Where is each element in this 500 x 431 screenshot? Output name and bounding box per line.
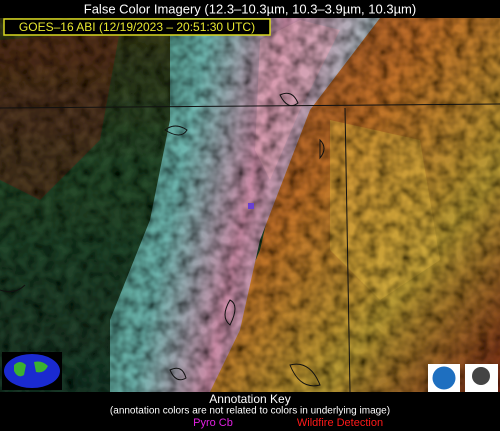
borders <box>0 92 500 393</box>
pink-streaks <box>255 20 340 180</box>
pyrocb-marker <box>248 203 254 209</box>
red-area <box>0 30 120 200</box>
subtitle: GOES–16 ABI (12/19/2023 – 20:51:30 UTC) <box>19 20 255 34</box>
globe-icon <box>2 352 62 390</box>
yellow-area <box>330 120 440 300</box>
title: False Color Imagery (12.3–10.3µm, 10.3–3… <box>84 1 416 16</box>
satellite-image <box>0 18 500 392</box>
title-bar <box>0 0 500 18</box>
state-border <box>344 107 351 393</box>
continents <box>14 361 48 377</box>
globe <box>4 354 60 388</box>
key-note: (annotation colors are not related to co… <box>110 406 390 417</box>
key-bar <box>0 392 500 431</box>
cloud-band <box>110 18 380 392</box>
subtitle-box <box>3 18 271 36</box>
cimss-logo <box>472 367 490 385</box>
contours <box>0 92 325 387</box>
key-title: Annotation Key <box>209 392 290 406</box>
key-item: Pyro Cb <box>193 417 233 429</box>
state-border <box>0 103 500 109</box>
noaa-logo <box>431 365 457 391</box>
logos <box>428 364 498 392</box>
key-item: Wildfire Detection <box>297 417 383 429</box>
